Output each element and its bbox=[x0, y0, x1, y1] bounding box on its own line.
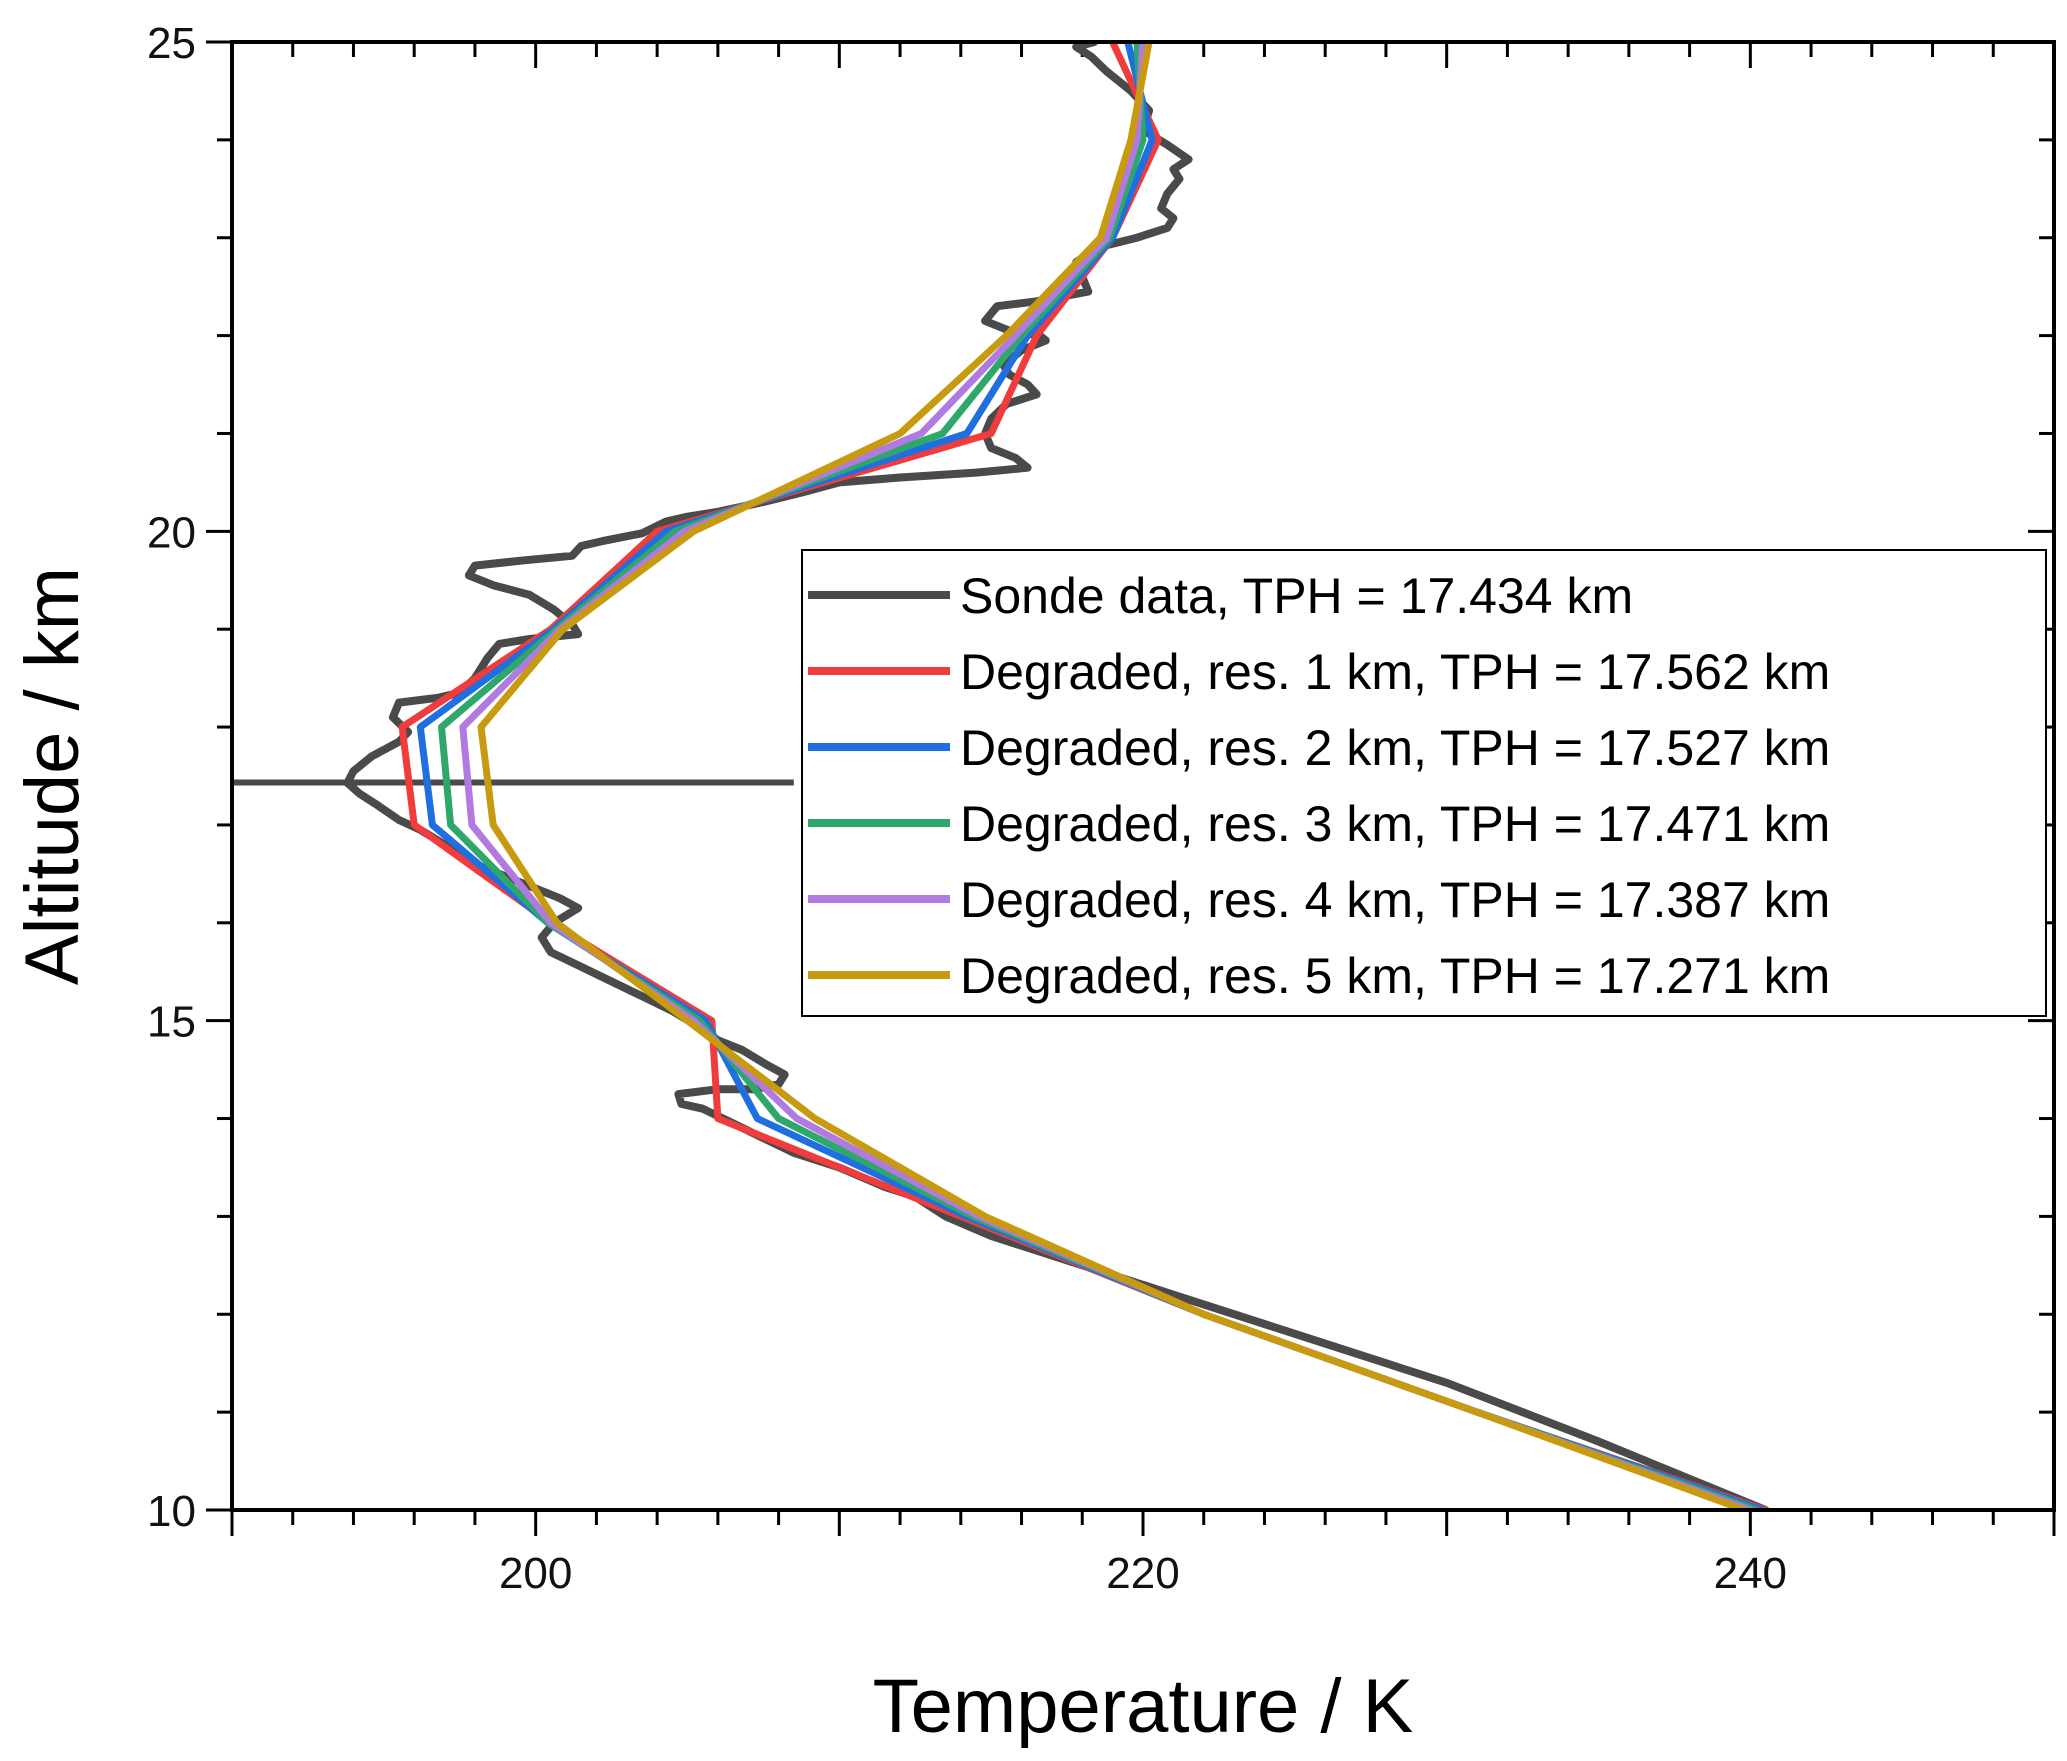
legend-label-res5: Degraded, res. 5 km, TPH = 17.271 km bbox=[960, 948, 1830, 1004]
legend: Sonde data, TPH = 17.434 km Degraded, res… bbox=[801, 549, 2047, 1017]
legend-label-sonde: Sonde data, TPH = 17.434 km bbox=[960, 568, 1633, 624]
x-tick-label: 200 bbox=[499, 1549, 572, 1598]
plot-frame bbox=[230, 40, 2056, 1512]
y-tick-label: 15 bbox=[147, 998, 196, 1047]
legend-label-res4: Degraded, res. 4 km, TPH = 17.387 km bbox=[960, 872, 1830, 928]
y-tick-label: 20 bbox=[147, 508, 196, 557]
legend-label-res1: Degraded, res. 1 km, TPH = 17.562 km bbox=[960, 644, 1830, 700]
tick-labels: 200 220 240 10 15 20 25 bbox=[147, 19, 1787, 1598]
legend-box bbox=[801, 549, 2047, 1017]
legend-label-res2: Degraded, res. 2 km, TPH = 17.527 km bbox=[960, 720, 1830, 776]
y-tick-label: 25 bbox=[147, 19, 196, 68]
series-group bbox=[232, 42, 1770, 1510]
legend-label-res3: Degraded, res. 3 km, TPH = 17.471 km bbox=[960, 796, 1830, 852]
y-axis-title: Altitude / km bbox=[10, 567, 95, 985]
x-tick-label: 220 bbox=[1106, 1549, 1179, 1598]
y-tick-label: 10 bbox=[147, 1487, 196, 1536]
x-tick-label: 240 bbox=[1714, 1549, 1787, 1598]
series-line-res5 bbox=[477, 42, 1748, 1510]
x-axis-title: Temperature / K bbox=[873, 1664, 1414, 1749]
plot-lines bbox=[232, 42, 1770, 1510]
axis-ticks bbox=[206, 40, 2056, 1536]
